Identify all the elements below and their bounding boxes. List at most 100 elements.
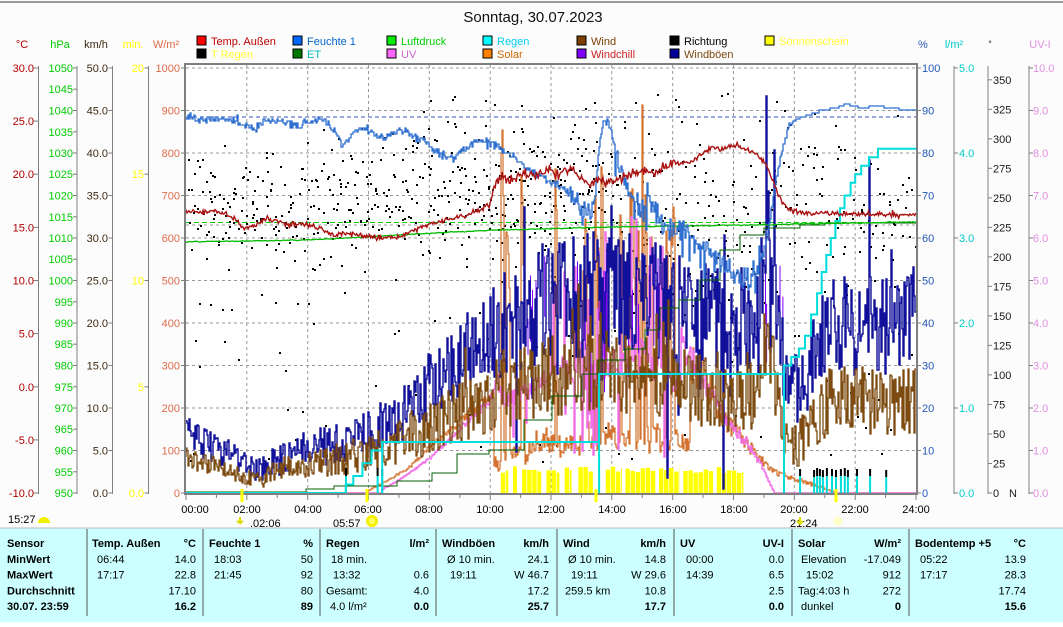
svg-text:15: 15 xyxy=(132,169,144,181)
svg-text:12:00: 12:00 xyxy=(537,504,565,516)
svg-text:Wind: Wind xyxy=(591,36,616,48)
svg-text:1045: 1045 xyxy=(49,84,73,96)
svg-text:25.0: 25.0 xyxy=(13,116,34,128)
svg-text:0.0: 0.0 xyxy=(414,601,429,613)
svg-text:90: 90 xyxy=(922,106,934,118)
svg-text:955: 955 xyxy=(55,467,73,479)
svg-text:22.8: 22.8 xyxy=(175,570,196,582)
svg-text:5.0: 5.0 xyxy=(959,63,974,75)
svg-text:80: 80 xyxy=(922,148,934,160)
svg-text:300: 300 xyxy=(993,134,1011,146)
svg-text:18:00: 18:00 xyxy=(720,504,748,516)
svg-text:9.0: 9.0 xyxy=(1033,106,1048,118)
svg-text:70: 70 xyxy=(922,191,934,203)
svg-text:17.10: 17.10 xyxy=(168,585,196,597)
svg-text:20.0: 20.0 xyxy=(13,169,34,181)
svg-text:10.8: 10.8 xyxy=(645,585,666,597)
svg-text:20: 20 xyxy=(922,403,934,415)
svg-text:30.0: 30.0 xyxy=(87,233,108,245)
svg-text:0: 0 xyxy=(993,488,999,500)
svg-text:175: 175 xyxy=(993,281,1011,293)
svg-text:17.74: 17.74 xyxy=(998,585,1026,597)
svg-text:5.0: 5.0 xyxy=(93,446,108,458)
svg-text:5.0: 5.0 xyxy=(1033,276,1048,288)
svg-text:Elevation: Elevation xyxy=(801,554,846,566)
svg-text:60: 60 xyxy=(922,233,934,245)
svg-text:10.0: 10.0 xyxy=(1033,63,1054,75)
svg-text:MaxWert: MaxWert xyxy=(7,570,53,582)
svg-text:2.5: 2.5 xyxy=(769,585,784,597)
svg-text:%: % xyxy=(303,538,313,550)
svg-text:Tag:4:03 h: Tag:4:03 h xyxy=(798,585,849,597)
svg-text:Regen: Regen xyxy=(326,538,360,550)
svg-text:20: 20 xyxy=(132,63,144,75)
svg-text:15.0: 15.0 xyxy=(87,361,108,373)
svg-text:10: 10 xyxy=(922,446,934,458)
svg-text:Temp. Außen: Temp. Außen xyxy=(211,36,276,48)
svg-text:0.0: 0.0 xyxy=(19,382,34,394)
svg-text:1000: 1000 xyxy=(156,63,180,75)
svg-text:dunkel: dunkel xyxy=(801,601,833,613)
svg-text:7.0: 7.0 xyxy=(1033,191,1048,203)
svg-text:30.0: 30.0 xyxy=(13,63,34,75)
svg-text:89: 89 xyxy=(301,601,313,613)
svg-text:°C: °C xyxy=(16,39,28,51)
svg-text:Windböen: Windböen xyxy=(684,49,734,61)
svg-text:28.3: 28.3 xyxy=(1005,570,1026,582)
svg-text:Ø 10 min.: Ø 10 min. xyxy=(447,554,495,566)
svg-text:15.0: 15.0 xyxy=(13,222,34,234)
svg-text:1005: 1005 xyxy=(49,254,73,266)
svg-text:1050: 1050 xyxy=(49,63,73,75)
svg-text:14.8: 14.8 xyxy=(645,554,666,566)
svg-text:975: 975 xyxy=(55,382,73,394)
svg-text:Wind: Wind xyxy=(563,538,590,550)
svg-text:Temp. Außen: Temp. Außen xyxy=(92,538,161,550)
svg-text:40: 40 xyxy=(922,318,934,330)
svg-text:°C: °C xyxy=(1014,538,1026,550)
svg-text:0: 0 xyxy=(895,601,901,613)
svg-text:min.: min. xyxy=(123,39,144,51)
svg-text:-17.049: -17.049 xyxy=(864,554,901,566)
svg-text:1035: 1035 xyxy=(49,127,73,139)
svg-text:l/m²: l/m² xyxy=(945,39,964,51)
svg-text:150: 150 xyxy=(993,311,1011,323)
svg-text:100: 100 xyxy=(993,370,1011,382)
svg-text:2.0: 2.0 xyxy=(1033,403,1048,415)
svg-text:30.07. 23:59: 30.07. 23:59 xyxy=(7,601,69,613)
svg-text:Sensor: Sensor xyxy=(7,538,45,550)
svg-text:1020: 1020 xyxy=(49,191,73,203)
svg-text:200: 200 xyxy=(162,403,180,415)
svg-text:W 29.6: W 29.6 xyxy=(631,570,666,582)
svg-text:°C: °C xyxy=(184,538,196,550)
svg-text:10.0: 10.0 xyxy=(13,276,34,288)
svg-text:25: 25 xyxy=(993,459,1005,471)
svg-text:W/m²: W/m² xyxy=(874,538,901,550)
svg-text:325: 325 xyxy=(993,104,1011,116)
svg-text:-10.0: -10.0 xyxy=(9,488,34,500)
svg-text:50: 50 xyxy=(922,276,934,288)
svg-text:0.0: 0.0 xyxy=(93,488,108,500)
svg-text:2.0: 2.0 xyxy=(959,318,974,330)
svg-text:15:02: 15:02 xyxy=(806,570,834,582)
svg-text:21:45: 21:45 xyxy=(214,570,242,582)
svg-text:800: 800 xyxy=(162,148,180,160)
svg-text:100: 100 xyxy=(922,63,940,75)
svg-text:14:00: 14:00 xyxy=(598,504,626,516)
svg-text:1040: 1040 xyxy=(49,106,73,118)
svg-text:km/h: km/h xyxy=(640,538,666,550)
svg-text:05:22: 05:22 xyxy=(920,554,948,566)
svg-text:Durchschnitt: Durchschnitt xyxy=(7,585,75,597)
svg-text:18 min.: 18 min. xyxy=(331,554,367,566)
svg-text:06:44: 06:44 xyxy=(97,554,125,566)
svg-text:10:00: 10:00 xyxy=(476,504,504,516)
svg-text:UV-I: UV-I xyxy=(1029,39,1050,51)
svg-text:W/m²: W/m² xyxy=(153,39,180,51)
svg-text:20.0: 20.0 xyxy=(87,318,108,330)
svg-text:500: 500 xyxy=(162,276,180,288)
svg-text:1015: 1015 xyxy=(49,212,73,224)
svg-text:4.0: 4.0 xyxy=(414,585,429,597)
svg-text:Bodentemp +5: Bodentemp +5 xyxy=(915,538,991,550)
svg-text:700: 700 xyxy=(162,191,180,203)
svg-text:45.0: 45.0 xyxy=(87,106,108,118)
svg-text:25.7: 25.7 xyxy=(528,601,549,613)
